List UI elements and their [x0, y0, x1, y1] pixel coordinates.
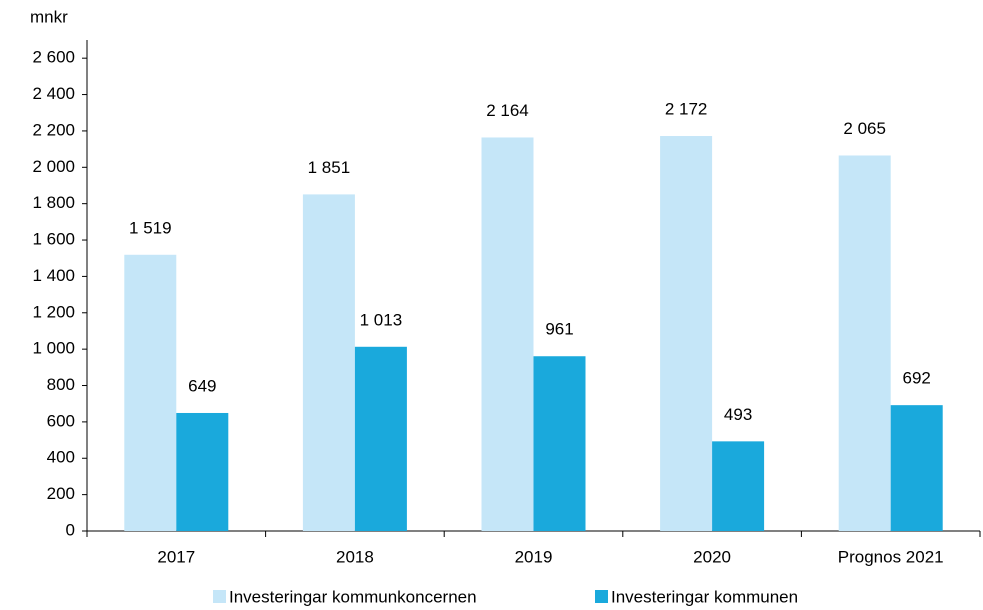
y-tick-label: 800: [47, 375, 75, 394]
bar: [660, 136, 713, 532]
y-tick-label: 1 000: [32, 339, 75, 358]
data-label: 2 164: [486, 101, 529, 120]
bar: [481, 137, 534, 531]
y-tick-label: 0: [66, 520, 75, 539]
y-tick-label: 1 800: [32, 193, 75, 212]
data-label: 692: [903, 369, 931, 388]
data-label: 1 851: [308, 158, 351, 177]
data-label: 493: [724, 405, 752, 424]
y-tick-label: 1 200: [32, 302, 75, 321]
x-tick-label: 2019: [515, 547, 553, 566]
bar: [533, 356, 586, 531]
y-tick-label: 600: [47, 411, 75, 430]
data-label: 1 013: [360, 310, 403, 329]
x-tick-label: 2017: [157, 547, 195, 566]
legend-label: Investeringar kommunkoncernen: [229, 587, 477, 606]
data-label: 1 519: [129, 218, 172, 237]
y-tick-label: 1 600: [32, 230, 75, 249]
x-tick-label: Prognos 2021: [838, 547, 944, 566]
bar: [712, 441, 765, 531]
y-tick-label: 2 600: [32, 48, 75, 67]
legend-swatch: [595, 590, 608, 603]
y-tick-label: 2 200: [32, 120, 75, 139]
bar: [124, 254, 177, 532]
x-tick-label: 2018: [336, 547, 374, 566]
data-label: 2 172: [665, 100, 708, 119]
y-tick-label: 1 400: [32, 266, 75, 285]
x-tick-label: 2020: [693, 547, 731, 566]
bar: [890, 405, 943, 531]
bar: [302, 194, 355, 532]
bar: [354, 346, 407, 531]
y-tick-label: 400: [47, 448, 75, 467]
data-label: 961: [545, 320, 573, 339]
data-label: 2 065: [843, 119, 886, 138]
data-label: 649: [188, 376, 216, 395]
y-tick-label: 200: [47, 484, 75, 503]
bar: [838, 155, 891, 531]
y-tick-label: 2 000: [32, 157, 75, 176]
legend-label: Investeringar kommunen: [611, 587, 798, 606]
y-tick-label: 2 400: [32, 84, 75, 103]
y-axis-label: mnkr: [30, 7, 68, 26]
legend-swatch: [213, 590, 226, 603]
bar: [176, 412, 229, 531]
